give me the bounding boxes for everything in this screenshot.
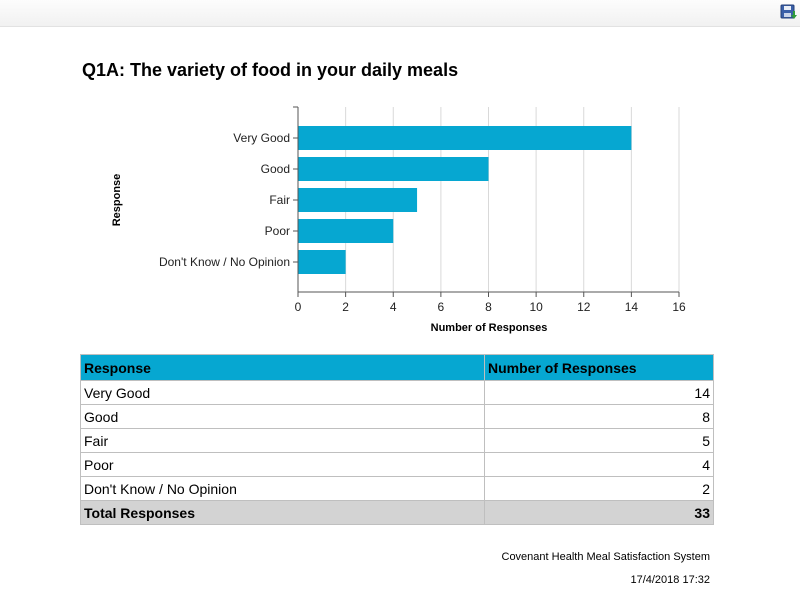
response-count: 14 — [484, 380, 714, 405]
x-tick-label: 12 — [577, 300, 591, 314]
response-label: Good — [80, 404, 485, 429]
x-tick-label: 0 — [295, 300, 302, 314]
save-disk-icon[interactable] — [780, 4, 798, 22]
total-count: 33 — [484, 500, 714, 525]
x-tick-label: 6 — [438, 300, 445, 314]
x-tick-label: 14 — [625, 300, 639, 314]
response-count: 8 — [484, 404, 714, 429]
bar — [298, 250, 346, 274]
response-count: 4 — [484, 452, 714, 477]
response-count: 2 — [484, 476, 714, 501]
chart-bars — [298, 126, 632, 274]
x-axis-title: Number of Responses — [431, 322, 548, 334]
response-label: Don't Know / No Opinion — [80, 476, 485, 501]
toolbar — [0, 0, 800, 27]
table-row: Fair 5 — [80, 428, 714, 453]
column-header-response: Response — [80, 354, 485, 381]
response-count: 5 — [484, 428, 714, 453]
y-axis-title: Response — [111, 174, 123, 227]
responses-table: Response Number of Responses Very Good 1… — [80, 354, 714, 525]
chart-axes: 0 2 4 6 8 10 12 14 16 Very Good Good Fair Poor Don't … — [159, 106, 686, 314]
footer-timestamp: 17/4/2018 17:32 — [630, 574, 710, 586]
x-tick-label: 8 — [485, 300, 492, 314]
table-row: Poor 4 — [80, 452, 714, 477]
table-row: Good 8 — [80, 404, 714, 429]
table-header-row: Response Number of Responses — [80, 354, 714, 381]
footer-organization: Covenant Health Meal Satisfaction System — [501, 551, 711, 563]
bar — [298, 188, 418, 212]
table-row: Very Good 14 — [80, 380, 714, 405]
total-row: Total Responses 33 — [80, 500, 714, 525]
total-label: Total Responses — [80, 500, 485, 525]
y-tick-label: Don't Know / No Opinion — [159, 255, 290, 269]
y-tick-label: Poor — [265, 224, 290, 238]
bar — [298, 157, 489, 181]
bar-chart: 0 2 4 6 8 10 12 14 16 Very Good Good Fair Poor Don't … — [111, 106, 686, 334]
page-title: Q1A: The variety of food in your daily m… — [82, 60, 459, 80]
y-tick-label: Fair — [269, 193, 290, 207]
x-tick-label: 16 — [672, 300, 686, 314]
y-tick-label: Very Good — [233, 131, 290, 145]
bar — [298, 126, 632, 150]
table-row: Don't Know / No Opinion 2 — [80, 476, 714, 501]
bar — [298, 219, 394, 243]
response-label: Very Good — [80, 380, 485, 405]
x-tick-label: 2 — [342, 300, 349, 314]
y-tick-label: Good — [261, 162, 290, 176]
x-tick-label: 10 — [529, 300, 543, 314]
response-label: Poor — [80, 452, 485, 477]
x-tick-label: 4 — [390, 300, 397, 314]
response-label: Fair — [80, 428, 485, 453]
column-header-count: Number of Responses — [484, 354, 714, 381]
